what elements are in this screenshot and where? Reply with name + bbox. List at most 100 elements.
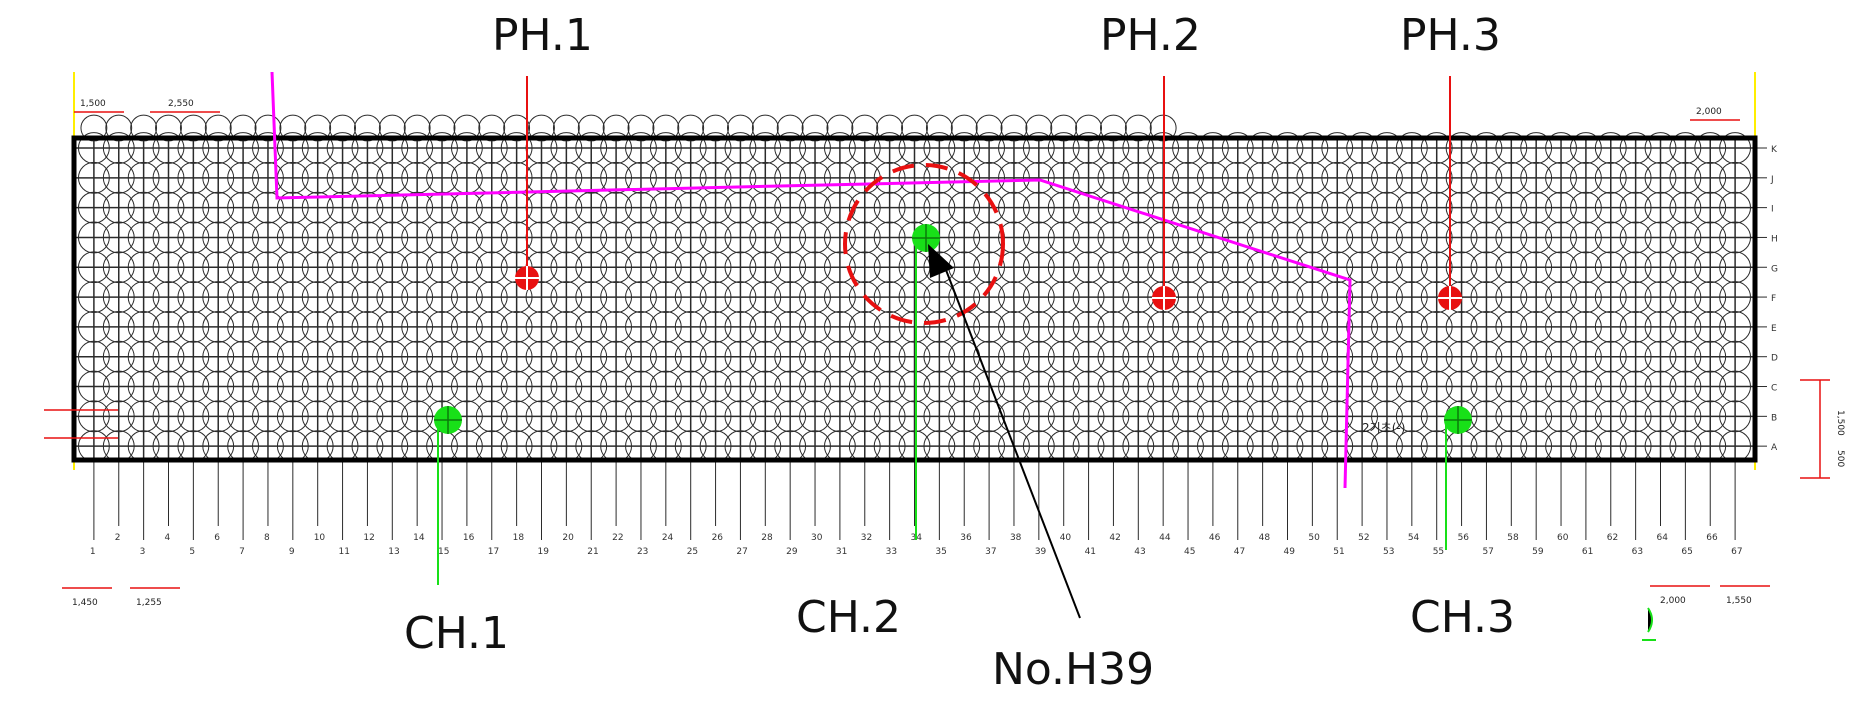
row-label: B [1771, 413, 1777, 423]
row-label: K [1771, 145, 1778, 155]
column-label: 15 [438, 547, 449, 557]
column-label: 5 [189, 547, 195, 557]
column-label: 43 [1134, 547, 1145, 557]
dim-right-side: 1,500 [1835, 410, 1845, 436]
callout-ch2: CH.2 [796, 592, 901, 643]
column-label: 28 [761, 533, 773, 543]
row-label: C [1771, 384, 1777, 394]
boundary-line [270, 71, 1352, 489]
callout-ch1: CH.1 [404, 608, 509, 659]
column-label: 16 [463, 533, 475, 543]
column-label: 26 [712, 533, 724, 543]
photo-callout-lines [526, 76, 1451, 298]
dim-bottom-left-a: 1,450 [72, 598, 98, 608]
pile-field-outline [71, 135, 1758, 463]
core-marker-ch3 [1444, 406, 1472, 434]
dim-top-left-a: 1,500 [80, 99, 106, 109]
column-label: 40 [1060, 533, 1072, 543]
column-label: 6 [214, 533, 220, 543]
target-highlight-ring [843, 163, 1005, 325]
column-label: 38 [1010, 533, 1022, 543]
column-label: 21 [587, 547, 598, 557]
row-label: D [1771, 354, 1778, 364]
column-label: 49 [1284, 547, 1296, 557]
column-label: 48 [1259, 533, 1271, 543]
column-label: 52 [1358, 533, 1369, 543]
row-label: G [1771, 264, 1778, 274]
row-label: A [1771, 443, 1778, 453]
column-label: 39 [1035, 547, 1047, 557]
column-label: 41 [1085, 547, 1096, 557]
dim-bottom-left-b: 1,255 [136, 598, 162, 608]
row-labels: K J I H G F E D C B A [1770, 145, 1778, 453]
column-label: 46 [1209, 533, 1221, 543]
core-marker-ch2 [912, 224, 940, 252]
callout-target: No.H39 [992, 644, 1154, 695]
dim-top-left-b: 2,550 [168, 99, 194, 109]
row-label: I [1771, 205, 1774, 215]
column-label: 31 [836, 547, 847, 557]
column-label: 64 [1657, 533, 1669, 543]
column-label: 11 [339, 547, 350, 557]
column-label: 20 [562, 533, 574, 543]
column-label: 17 [488, 547, 499, 557]
photo-marker-ph1 [515, 266, 539, 290]
annotation-label: 2기초(-) [1362, 421, 1405, 435]
dim-bottom-right-a: 2,000 [1660, 596, 1686, 606]
photo-marker-ph2 [1152, 286, 1176, 310]
column-label: 24 [662, 533, 674, 543]
column-label: 7 [239, 547, 245, 557]
core-callout-lines [437, 240, 1656, 641]
column-label: 57 [1482, 547, 1493, 557]
column-label: 2 [115, 533, 121, 543]
dimension-annotations [44, 111, 1830, 589]
callout-ph2: PH.2 [1100, 10, 1201, 61]
column-label: 10 [314, 533, 326, 543]
core-marker-ch1 [434, 406, 462, 434]
row-label: F [1771, 294, 1776, 304]
column-leader-lines [93, 460, 1736, 540]
column-label: 65 [1681, 547, 1692, 557]
callout-ph1: PH.1 [492, 10, 593, 61]
column-labels: 1234567891011121314151617181920212223242… [90, 533, 1743, 557]
callout-ch3: CH.3 [1410, 592, 1515, 643]
column-label: 58 [1507, 533, 1519, 543]
column-label: 18 [513, 533, 525, 543]
row-label: E [1771, 324, 1777, 334]
column-label: 60 [1557, 533, 1569, 543]
column-label: 29 [786, 547, 798, 557]
column-label: 44 [1159, 533, 1171, 543]
column-label: 25 [687, 547, 698, 557]
column-label: 1 [90, 547, 96, 557]
column-label: 56 [1458, 533, 1470, 543]
target-arrow-head [928, 244, 954, 278]
column-label: 66 [1706, 533, 1718, 543]
target-arrow-line [945, 269, 1081, 619]
dim-top-right: 2,000 [1696, 107, 1722, 117]
column-label: 67 [1731, 547, 1742, 557]
column-label: 14 [413, 533, 425, 543]
column-label: 32 [861, 533, 872, 543]
column-label: 45 [1184, 547, 1195, 557]
dim-bottom-right-b: 1,550 [1726, 596, 1752, 606]
column-label: 35 [935, 547, 946, 557]
column-label: 36 [960, 533, 972, 543]
dimension-labels: 1,500 2,550 2,000 1,450 1,255 2,000 1,55… [72, 99, 1845, 608]
column-label: 12 [363, 533, 374, 543]
column-label: 59 [1532, 547, 1544, 557]
column-label: 33 [886, 547, 897, 557]
column-label: 55 [1433, 547, 1444, 557]
column-label: 54 [1408, 533, 1420, 543]
column-label: 9 [289, 547, 295, 557]
row-label: J [1770, 175, 1774, 185]
row-label: H [1771, 234, 1778, 244]
column-label: 23 [637, 547, 648, 557]
column-label: 3 [140, 547, 146, 557]
column-label: 13 [388, 547, 399, 557]
column-label: 51 [1333, 547, 1344, 557]
column-label: 8 [264, 533, 270, 543]
column-label: 19 [537, 547, 549, 557]
column-label: 53 [1383, 547, 1394, 557]
photo-marker-ph3 [1438, 286, 1462, 310]
column-label: 37 [985, 547, 996, 557]
